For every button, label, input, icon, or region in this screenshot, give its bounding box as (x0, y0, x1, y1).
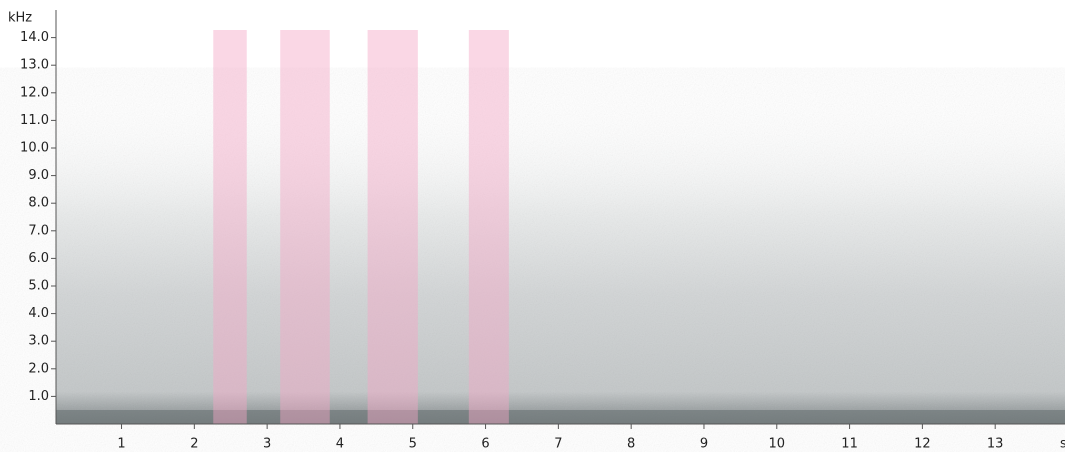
x-tick-label: 13 (987, 437, 1004, 452)
x-tick-label: 4 (336, 437, 344, 452)
highlight-band (213, 30, 247, 424)
x-axis-unit: s (1060, 437, 1065, 452)
x-tick-label: 7 (554, 437, 562, 452)
highlight-band (468, 30, 509, 424)
x-tick-label: 12 (914, 437, 931, 452)
y-tick-label: 6.0 (28, 251, 49, 266)
x-tick-label: 10 (769, 437, 786, 452)
y-tick-label: 11.0 (20, 113, 49, 128)
y-tick-label: 3.0 (28, 334, 49, 349)
low-frequency-band (56, 410, 1065, 424)
x-tick-label: 8 (627, 437, 635, 452)
y-tick-label: 14.0 (20, 30, 49, 45)
x-tick-label: 1 (117, 437, 125, 452)
x-tick-label: 9 (700, 437, 708, 452)
y-axis-unit: kHz (8, 11, 32, 26)
y-tick-label: 7.0 (28, 223, 49, 238)
y-tick-label: 2.0 (28, 361, 49, 376)
x-tick-label: 6 (481, 437, 489, 452)
y-tick-label: 12.0 (20, 85, 49, 100)
y-tick-label: 8.0 (28, 196, 49, 211)
y-tick-label: 9.0 (28, 168, 49, 183)
y-tick-label: 4.0 (28, 306, 49, 321)
y-tick-label: 1.0 (28, 389, 49, 404)
highlight-band (367, 30, 418, 424)
noise-grain (56, 100, 1065, 424)
x-tick-label: 11 (841, 437, 858, 452)
x-tick-label: 5 (409, 437, 417, 452)
y-tick-label: 10.0 (20, 141, 49, 156)
y-tick-label: 5.0 (28, 279, 49, 294)
x-tick-label: 3 (263, 437, 271, 452)
highlight-band (280, 30, 330, 424)
y-tick-label: 13.0 (20, 58, 49, 73)
x-tick-label: 2 (190, 437, 198, 452)
